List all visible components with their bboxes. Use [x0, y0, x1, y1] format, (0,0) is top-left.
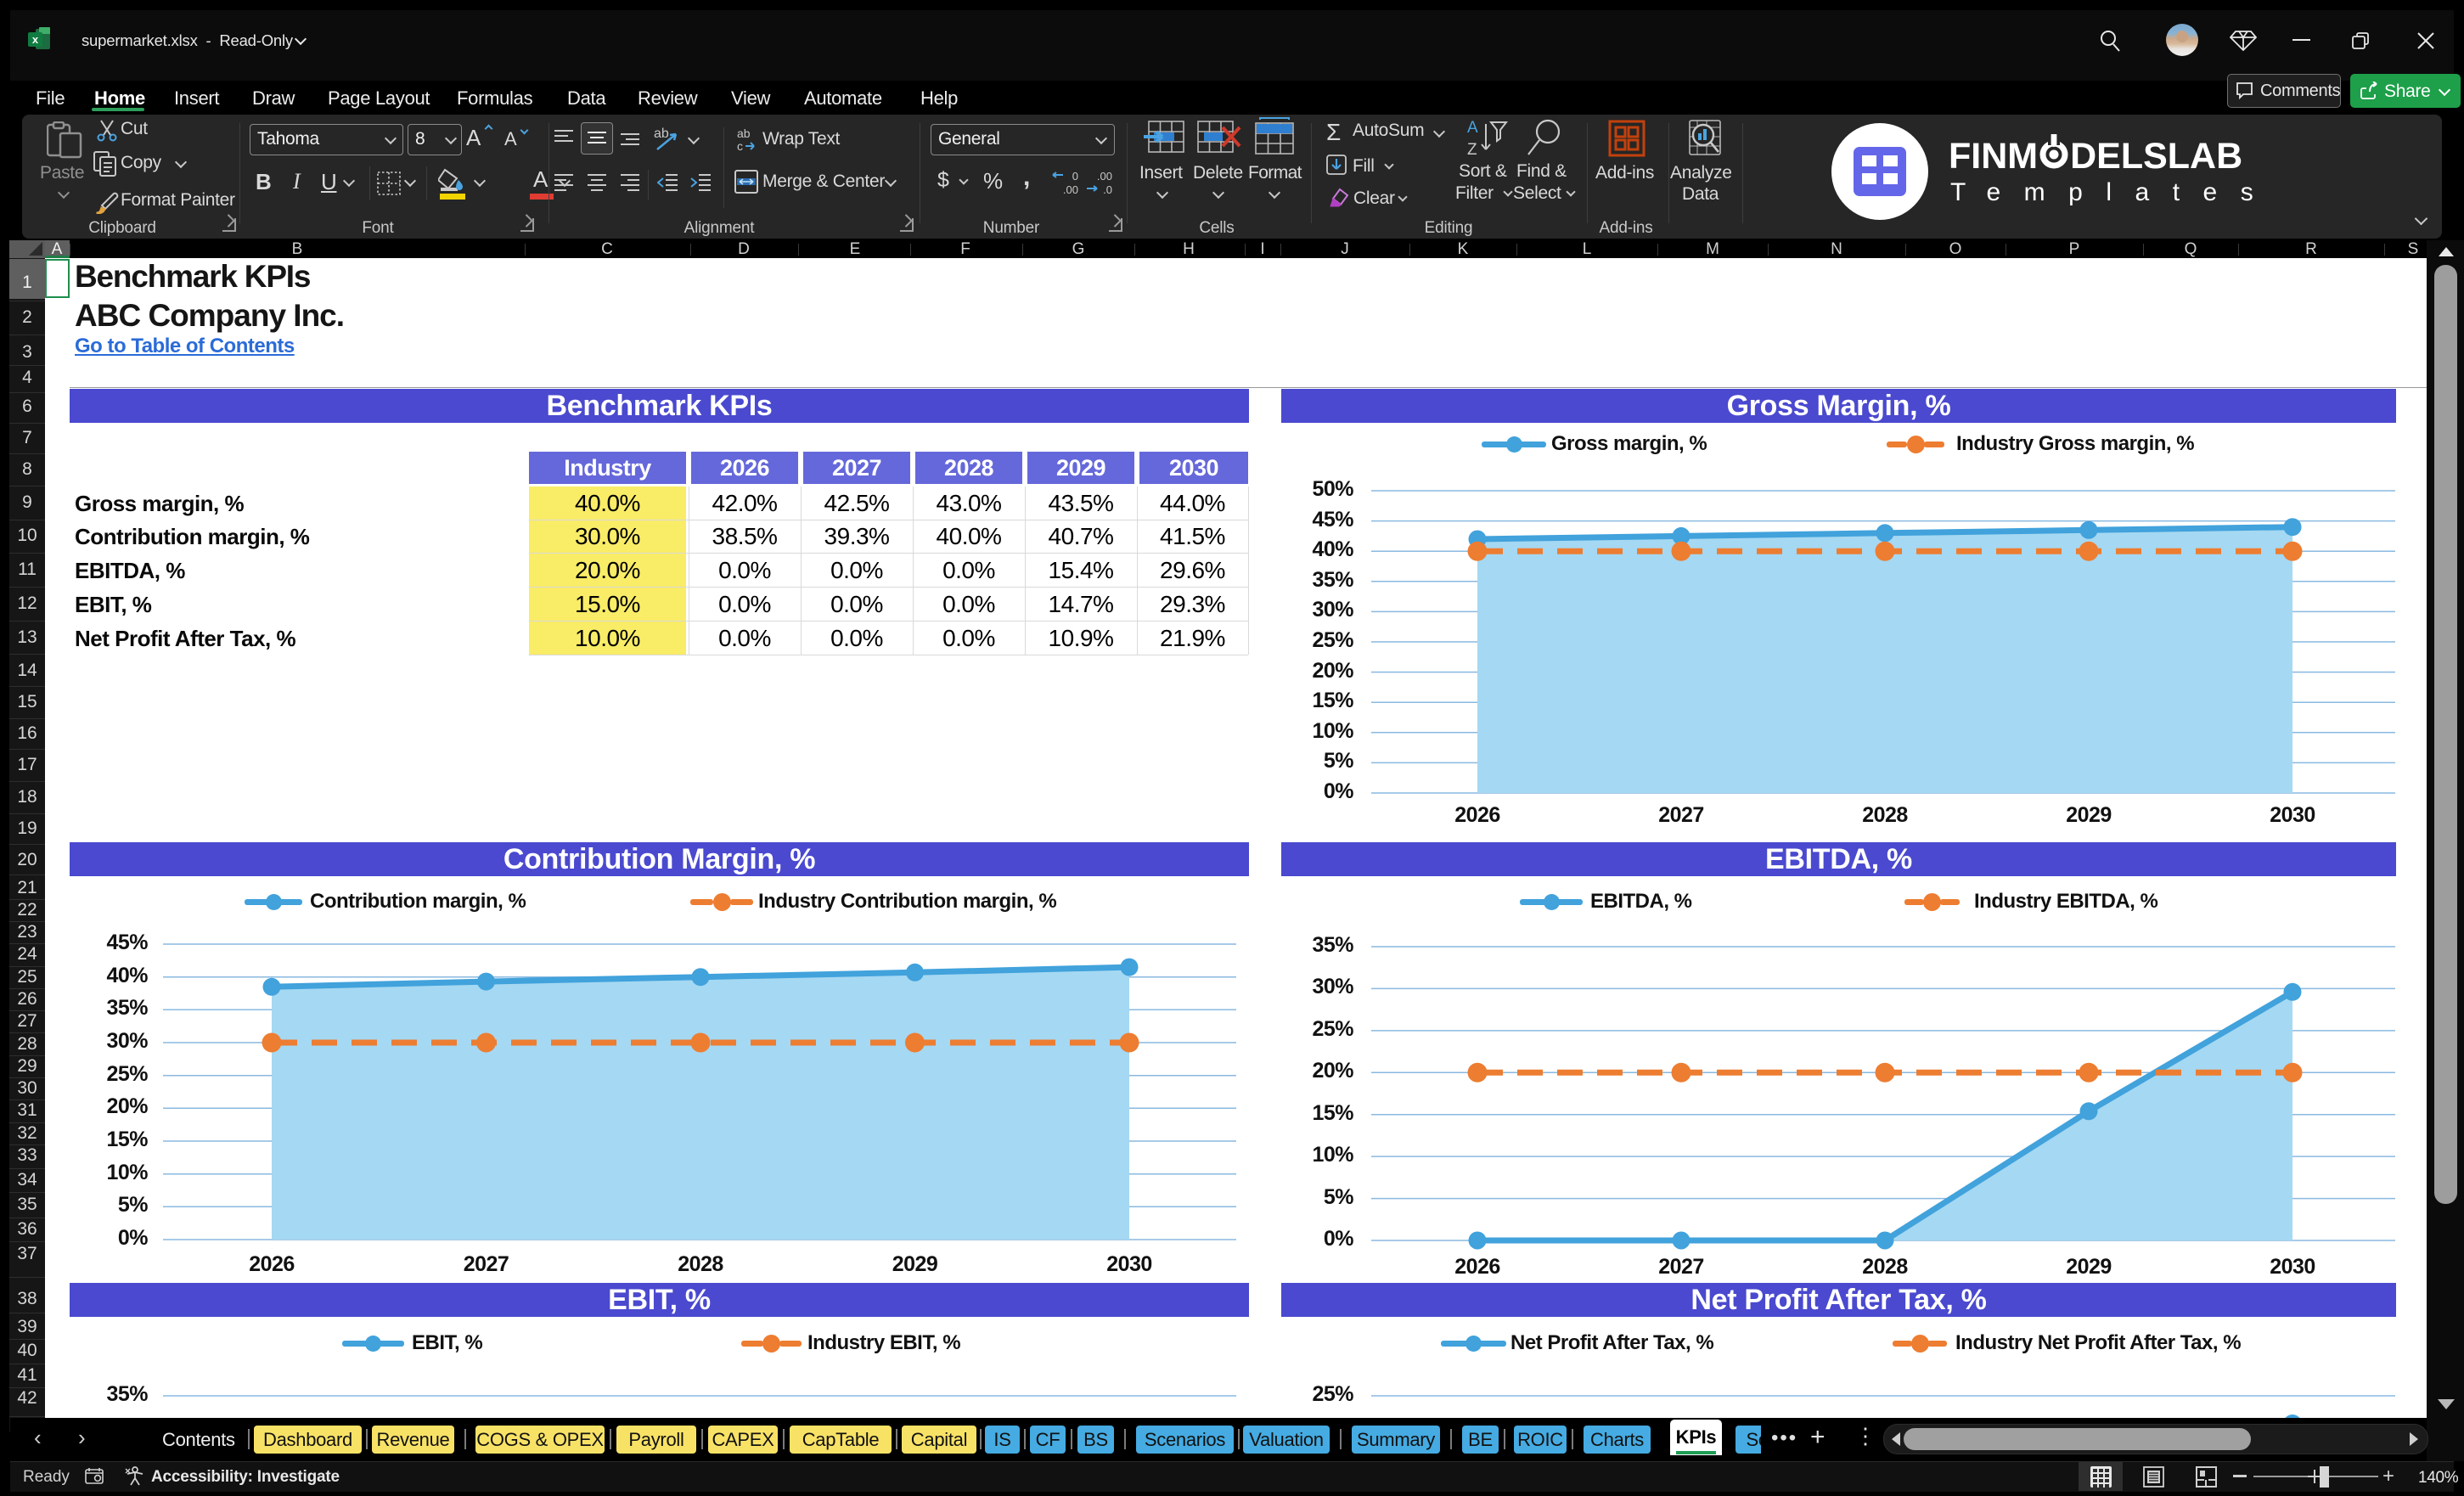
- svg-text:A: A: [1467, 119, 1478, 137]
- svg-text:x: x: [32, 33, 39, 46]
- svg-text:.0: .0: [1103, 183, 1112, 195]
- svg-text:.00: .00: [1097, 170, 1112, 183]
- svg-text:Z: Z: [1467, 141, 1477, 158]
- svg-text:.00: .00: [1063, 183, 1078, 195]
- svg-text:ab: ab: [654, 127, 669, 141]
- svg-text:c: c: [737, 139, 743, 153]
- svg-text:ab: ab: [737, 127, 751, 140]
- svg-text:0: 0: [1072, 170, 1078, 183]
